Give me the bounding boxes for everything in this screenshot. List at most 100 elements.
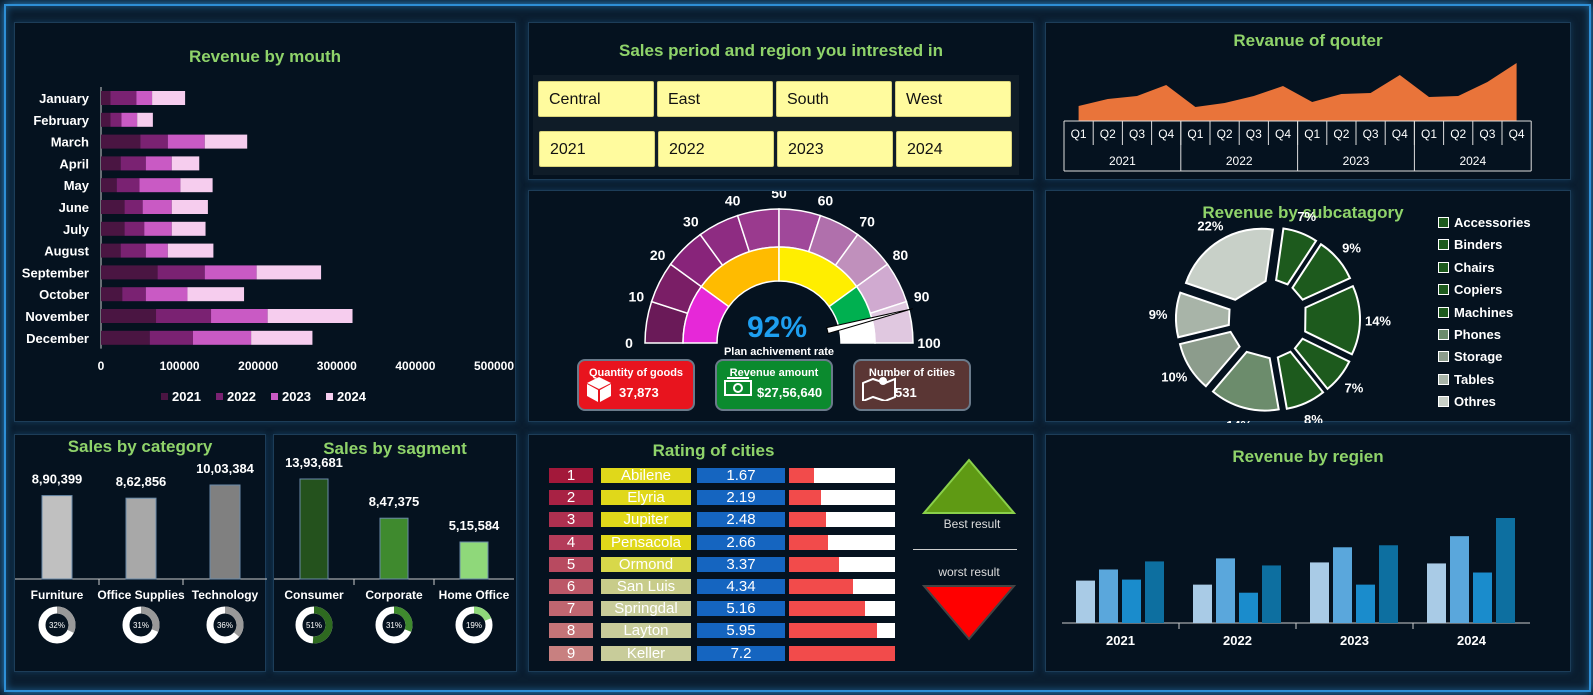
rating-bar-track [789, 490, 895, 506]
column-category-label: Corporate [365, 588, 423, 602]
gauge-tick-label: 70 [859, 214, 875, 230]
gauge-tick-label: 30 [683, 214, 699, 230]
best-result-icon [921, 458, 1017, 514]
rating-divider [913, 549, 1017, 550]
gauge-panel: 0 10 20 30 40 50 60 70 80 90 100 92% Plan achivement… [528, 190, 1034, 422]
month-x-tick: 500000 [474, 359, 514, 373]
rating-value: 5.95 [697, 623, 785, 639]
region-year-label: 2021 [1106, 633, 1135, 648]
kpi-title: Quantity of goods [588, 367, 684, 379]
month-bar [192, 330, 252, 345]
month-bar [256, 265, 322, 280]
month-legend-swatch [326, 393, 333, 400]
plan-achievement-gauge: 0 10 20 30 40 50 60 70 80 90 100 92% Plan achivement… [625, 191, 941, 358]
gauge-tick-label: 50 [771, 191, 787, 201]
donut-percent: 51% [306, 621, 322, 630]
rating-city: Jupiter [601, 512, 691, 528]
year-slicer-button[interactable]: 2021 [539, 131, 655, 167]
rating-city: Springdal [601, 601, 691, 617]
pie-slice-label: 22% [1197, 218, 1223, 233]
quarter-label: Q2 [1100, 127, 1116, 141]
pie-slice [1211, 350, 1280, 412]
month-bar [267, 309, 353, 323]
rating-rank: 2 [549, 490, 593, 506]
column-category-label: Home Office [439, 588, 510, 602]
map-icon [861, 375, 897, 406]
legend-label: Chairs [1454, 259, 1495, 275]
rating-bar-track [789, 601, 895, 617]
sales-by-category-title: Sales by category [67, 437, 213, 456]
donut-percent: 31% [133, 621, 149, 630]
region-slicer-button[interactable]: Central [538, 81, 654, 117]
month-label: November [25, 309, 89, 324]
donut-percent: 31% [386, 621, 402, 630]
region-slicer-button[interactable]: East [657, 81, 773, 117]
quarter-label: Q2 [1450, 127, 1466, 141]
subcategory-legend-item: Chairs [1438, 260, 1494, 275]
month-legend-label: 2023 [282, 389, 311, 404]
region-bar [1310, 562, 1329, 623]
region-year-label: 2024 [1457, 633, 1487, 648]
rating-bar-track [789, 623, 895, 639]
rating-value: 1.67 [697, 468, 785, 483]
region-bar [1262, 565, 1281, 623]
year-slicer-button[interactable]: 2024 [896, 131, 1012, 167]
pie-slice [1293, 337, 1351, 391]
quarter-label: Q4 [1509, 127, 1525, 141]
rating-value: 4.34 [697, 579, 785, 594]
sales-by-category-panel: Sales by category 8,90,399 Furniture 32% 8,… [14, 434, 267, 672]
donut-percent: 32% [49, 621, 65, 630]
rating-value: 2.48 [697, 512, 785, 528]
month-legend-swatch [161, 393, 168, 400]
region-slicer-button[interactable]: South [776, 81, 892, 117]
month-bar [171, 200, 208, 214]
month-label: September [22, 265, 89, 280]
year-slicer-button[interactable]: 2022 [658, 131, 774, 167]
pie-slice-label: 7% [1345, 381, 1364, 396]
legend-swatch [1438, 217, 1449, 228]
month-bar [122, 287, 146, 302]
month-bar [101, 178, 117, 193]
gauge-caption: Plan achivement rate [724, 346, 834, 358]
rating-bar-track [789, 579, 895, 594]
legend-swatch [1438, 284, 1449, 296]
pie-slice [1291, 242, 1352, 301]
month-label: March [51, 135, 89, 150]
subcategory-legend-item: Storage [1438, 349, 1502, 364]
rating-bar-track [789, 534, 895, 550]
column-value-label: 5,15,584 [449, 518, 500, 533]
month-bar [120, 243, 146, 258]
column-category-label: Technology [192, 588, 259, 602]
month-bar [142, 200, 172, 214]
legend-label: Copiers [1454, 282, 1503, 298]
gauge-tick-label: 90 [914, 289, 930, 305]
month-x-tick: 100000 [160, 359, 200, 373]
month-bar [101, 330, 150, 345]
quarter-label: Q4 [1158, 127, 1174, 141]
region-bar [1193, 584, 1212, 623]
quarter-label: Q1 [1187, 127, 1203, 141]
quarter-label: Q4 [1392, 127, 1408, 141]
month-bar [120, 156, 146, 171]
rating-rank: 3 [549, 512, 593, 528]
month-legend-swatch [271, 393, 278, 400]
rating-bar-track [789, 645, 895, 661]
region-slicer-button[interactable]: West [895, 81, 1011, 117]
sales-by-segment-panel: Sales by sagment 13,93,681 Consumer 51% 8,4… [273, 434, 517, 672]
month-bar [110, 91, 137, 105]
month-x-tick: 0 [98, 359, 105, 373]
gauge-tick-label: 60 [818, 192, 834, 208]
region-bar [1145, 561, 1164, 623]
month-bar [101, 112, 111, 127]
revenue-by-quarter-title: Revanue of qouter [1233, 31, 1383, 50]
pie-slice [1184, 227, 1275, 301]
rating-rank: 8 [549, 623, 593, 639]
pie-slice [1275, 227, 1318, 286]
month-bar [101, 265, 158, 280]
quarter-label: Q1 [1304, 127, 1320, 141]
month-bar [136, 91, 153, 105]
region-bar [1496, 518, 1515, 623]
column-value-label: 8,90,399 [32, 472, 83, 487]
month-x-tick: 400000 [395, 359, 435, 373]
year-slicer-button[interactable]: 2023 [777, 131, 893, 167]
